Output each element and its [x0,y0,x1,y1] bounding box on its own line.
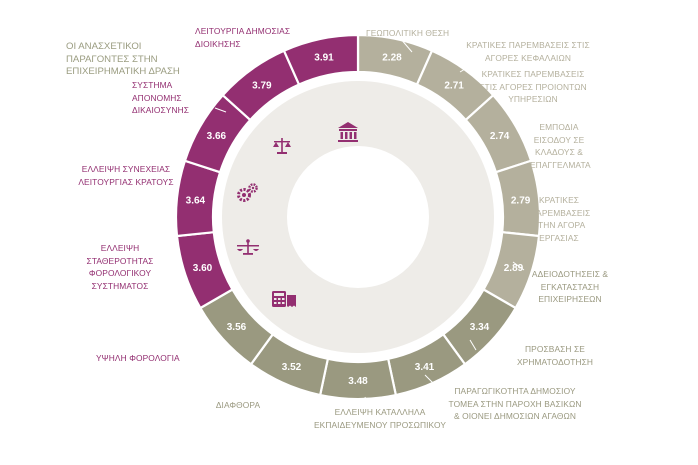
center-hole [287,146,429,288]
segment-value: 2.79 [511,196,531,207]
segment-label: ΓΕΩΠΟΛΙΤΙΚΗ ΘΕΣΗ [366,28,450,38]
segment-value: 3.48 [348,376,368,387]
segment-value: 3.41 [415,362,435,373]
segment-label: ΑΔΕΙΟΔΟΤΗΣΕΙΣ & ΕΓΚΑΤΑΣΤΑΣΗ ΕΠΙΧΕΙΡΗΣΕΩΝ [531,269,609,304]
segment-value: 3.34 [470,322,490,333]
gears-icon [237,183,258,202]
segment-label: ΕΛΛΕΙΨΗ ΣΤΑΘΕΡΟΤΗΤΑΣ ΦΟΡΟΛΟΓΙΚΟΥ ΣΥΣΤΗΜΑ… [86,243,154,291]
segment-label: ΔΙΑΦΘΟΡΑ [215,400,261,410]
leader-line [512,261,525,271]
segment-value: 2.71 [444,80,464,91]
segment-label: ΚΡΑΤΙΚΕΣ ΠΑΡΕΜΒΑΣΕΙΣ ΣΤΗΝ ΑΓΟΡΑ ΕΡΓΑΣΙΑΣ [530,195,591,243]
segment-value: 3.91 [314,53,334,64]
leader-line [229,354,241,363]
segment-value: 3.56 [227,322,247,333]
leader-line [459,65,471,73]
segment-label: ΥΨΗΛΗ ΦΟΡΟΛΟΓΙΑ [96,353,180,363]
segment-label: ΛΕΙΤΟΥΡΓΙΑ ΔΗΜΟΣΙΑΣ ΔΙΟΙΚΗΣΗΣ [195,26,291,49]
leader-line [399,37,413,53]
leader-line [214,107,227,113]
segment-value: 3.79 [252,80,272,91]
segment-value: 2.89 [504,263,524,274]
segment-label: ΚΡΑΤΙΚΕΣ ΠΑΡΕΜΒΑΣΕΙΣ ΣΤΙΣ ΑΓΟΡΕΣ ΚΕΦΑΛΑΙ… [466,40,590,63]
tax-calculator-icon [272,291,296,307]
leader-line [364,396,369,407]
segment-label: ΠΡΟΣΒΑΣΗ ΣΕ ΧΡΗΜΑΤΟΔΟΤΗΣΗ [516,344,594,367]
segment-value: 3.52 [282,362,302,373]
segment-value: 2.28 [382,53,402,64]
segment-label: ΕΜΠΟΔΙΑ ΕΙΣΟΔΟΥ ΣΕ ΚΛΑΔΟΥΣ & ΕΠΑΓΓΕΛΜΑΤΑ [530,122,591,170]
segment-value: 3.64 [186,196,206,207]
segment [282,33,360,86]
balance-icon [237,239,259,255]
segment-value: 3.60 [193,263,213,274]
segment-label: ΕΛΛΕΙΨΗ ΚΑΤΑΛΛΗΛΑ ΕΚΠΑΙΔΕΥΜΕΝΟΥ ΠΡΟΣΩΠΙΚ… [313,407,447,430]
chart-title: ΟΙ ΑΝΑΣΧΕΤΙΚΟΙ ΠΑΡΑΓΟΝΤΕΣ ΣΤΗΝ ΕΠΙΧΕΙΡΗΜ… [66,41,180,77]
segment-label: ΕΛΛΕΙΨΗ ΣΥΝΕΧΕΙΑΣ ΛΕΙΤΟΥΡΓΙΑΣ ΚΡΑΤΟΥΣ [78,164,174,187]
segment-value: 2.74 [490,131,510,142]
scales-icon [273,138,291,154]
segment-label: ΠΑΡΑΓΩΓΙΚΟΤΗΤΑ ΔΗΜΟΣΙΟΥ ΤΟΜΕΑ ΣΤΗΝ ΠΑΡΟΧ… [448,386,582,421]
institution-icon [338,122,358,142]
segment-value: 3.66 [207,131,227,142]
leader-line [469,339,477,351]
segment-label: ΣΥΣΤΗΜΑ ΑΠΟΝΟΜΗΣ ΔΙΚΑΙΟΣΥΝΗΣ [132,80,190,115]
leader-line [424,374,437,387]
segment-label: ΚΡΑΤΙΚΕΣ ΠΑΡΕΜΒΑΣΕΙΣ ΣΤΙΣ ΑΓΟΡΕΣ ΠΡΟΙΟΝΤ… [479,69,587,104]
leader-line [544,164,557,171]
